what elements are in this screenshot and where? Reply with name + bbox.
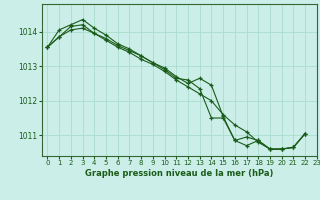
X-axis label: Graphe pression niveau de la mer (hPa): Graphe pression niveau de la mer (hPa): [85, 169, 273, 178]
